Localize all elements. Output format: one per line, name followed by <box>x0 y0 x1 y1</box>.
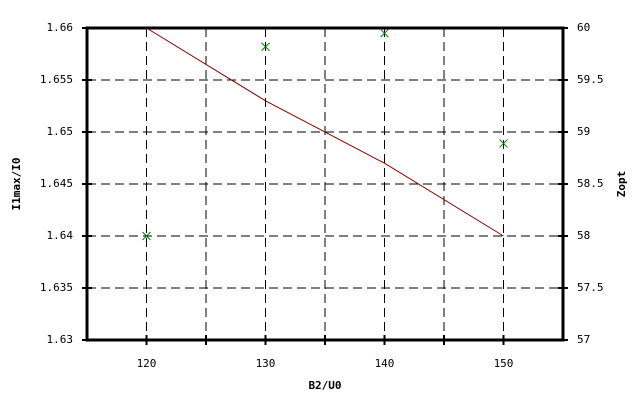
y-tick-label: 1.66 <box>47 21 74 34</box>
x-tick-label: 140 <box>375 357 395 370</box>
y2-axis-label: Zopt <box>615 171 628 198</box>
y2-tick-label: 59 <box>577 125 590 138</box>
y2-tick-label: 60 <box>577 21 590 34</box>
data-point <box>261 42 270 52</box>
y-tick-label: 1.655 <box>40 73 73 86</box>
x-tick-label: 150 <box>494 357 514 370</box>
y-tick-label: 1.645 <box>40 177 73 190</box>
y-tick-label: 1.63 <box>47 333 74 346</box>
x-tick-label: 120 <box>137 357 157 370</box>
y2-tick-label: 57.5 <box>577 281 604 294</box>
y-tick-label: 1.64 <box>47 229 74 242</box>
y2-tick-label: 59.5 <box>577 73 604 86</box>
y2-tick-label: 58 <box>577 229 590 242</box>
x-axis-label: B2/U0 <box>308 379 341 392</box>
y-tick-label: 1.635 <box>40 281 73 294</box>
y2-tick-label: 58.5 <box>577 177 604 190</box>
y-axis-label: I1max/I0 <box>10 158 23 211</box>
plot-frame <box>85 26 565 342</box>
x-tick-label: 130 <box>256 357 276 370</box>
data-point <box>380 28 389 38</box>
data-line <box>146 27 504 237</box>
y2-tick-label: 57 <box>577 333 590 346</box>
data-point <box>142 231 151 241</box>
y-tick-label: 1.65 <box>47 125 74 138</box>
data-point <box>499 139 508 148</box>
